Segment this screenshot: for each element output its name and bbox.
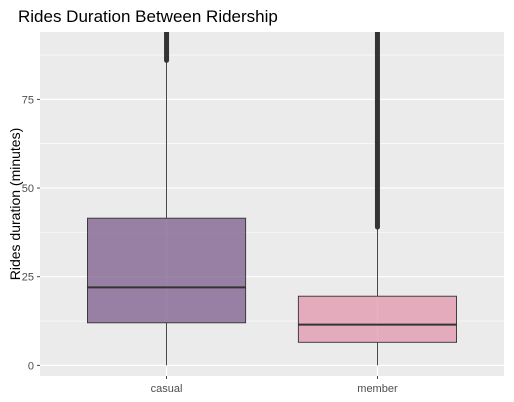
y-axis-title: Rides duration (minutes) [7,128,23,281]
box-iqr [297,295,457,343]
x-tick-label: member [357,383,398,395]
x-axis: casual member [151,376,398,395]
y-tick-label: 50 [22,183,34,195]
boxes [87,32,457,366]
chart-title: Rides Duration Between Ridership [18,7,278,26]
y-tick-label: 75 [22,94,34,106]
box-iqr [87,217,247,324]
y-tick-label: 25 [22,272,34,284]
y-axis: 0 25 50 75 [22,94,40,372]
box-casual [87,32,247,366]
y-tick-label: 0 [28,360,34,372]
box-member [297,32,457,366]
x-tick-label: casual [151,383,183,395]
